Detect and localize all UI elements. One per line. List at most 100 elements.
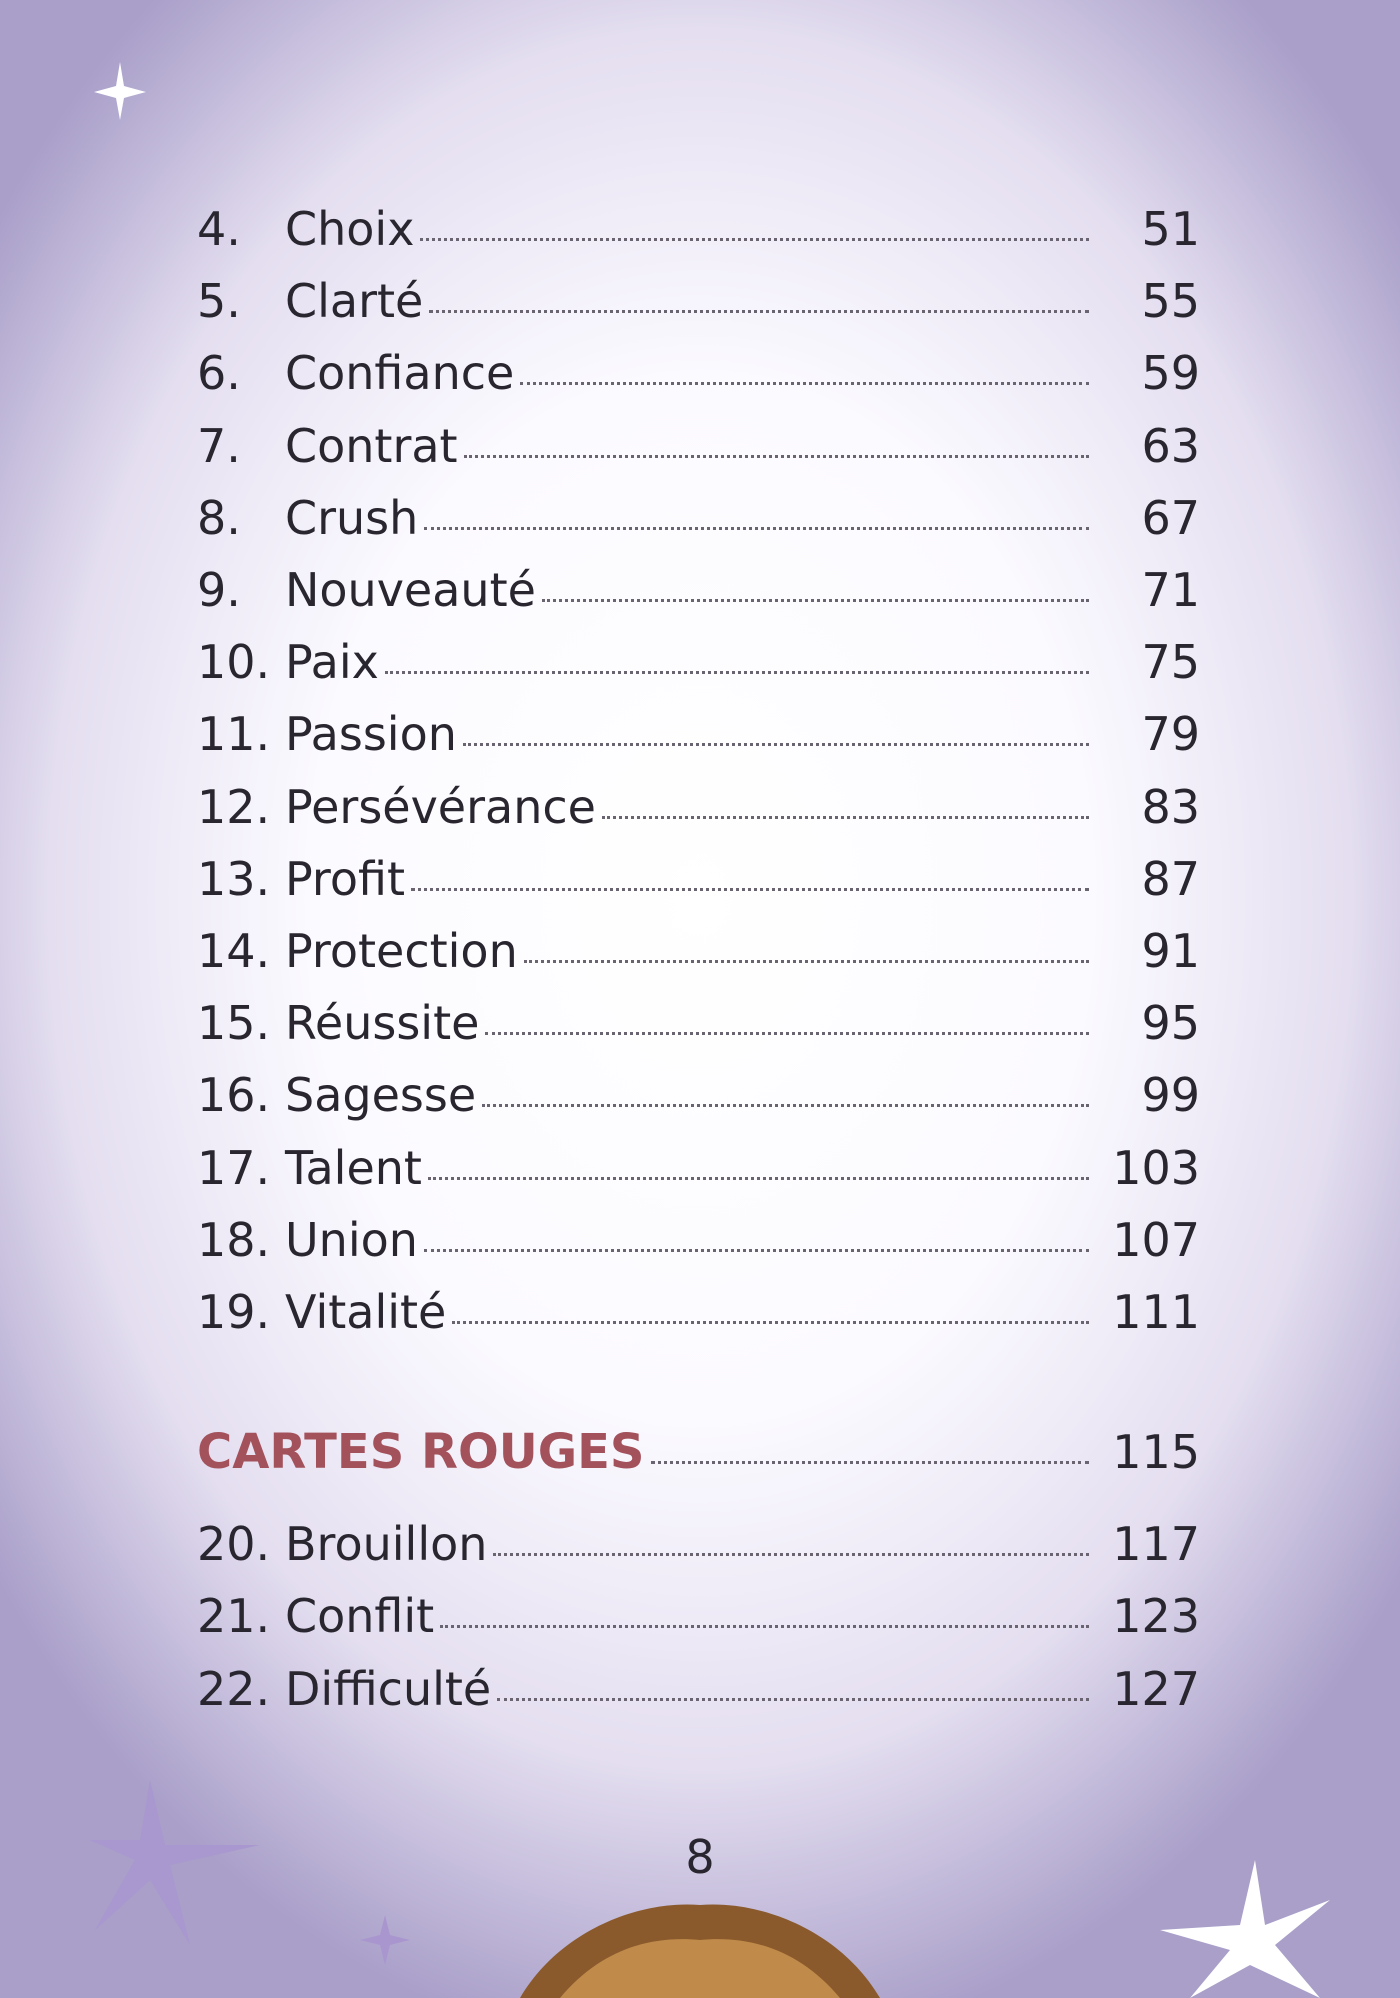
toc-row: 5. Clarté 55: [197, 271, 1200, 331]
toc-row: 20. Brouillon 117: [197, 1514, 1200, 1574]
entry-number: 16.: [197, 1068, 271, 1123]
entry-page: 99: [1141, 1068, 1200, 1123]
entry-number: 6.: [197, 346, 241, 401]
entry-number: 17.: [197, 1140, 271, 1195]
entry-title: Passion: [285, 707, 457, 762]
entry-page: 59: [1141, 346, 1200, 401]
entry-page: 55: [1141, 274, 1200, 329]
dot-leader: [424, 526, 1089, 530]
dot-leader: [462, 743, 1089, 747]
entry-number: 7.: [197, 418, 241, 473]
entry-number: 4.: [197, 202, 241, 256]
dot-leader: [420, 238, 1089, 241]
entry-number: 8.: [197, 490, 241, 545]
entry-page: 63: [1141, 418, 1200, 473]
entry-number: 11.: [197, 707, 271, 762]
entry-page: 91: [1141, 924, 1200, 978]
entry-title: Difficulté: [285, 1661, 492, 1716]
entry-page: 51: [1141, 202, 1200, 256]
entry-title: Contrat: [285, 418, 458, 473]
entry-title: Sagesse: [285, 1068, 477, 1123]
entry-page: 127: [1112, 1661, 1200, 1716]
entry-title: Union: [285, 1212, 418, 1267]
entry-title: Réussite: [285, 996, 480, 1051]
dot-leader: [601, 815, 1089, 819]
toc-row: 21. Conflit 123: [197, 1586, 1200, 1646]
entry-page: 107: [1112, 1212, 1200, 1267]
dot-leader: [440, 1625, 1089, 1629]
star-top-left: [94, 62, 146, 120]
toc-row: 10. Paix 75: [197, 632, 1200, 692]
toc-row: 18. Union 107: [197, 1210, 1200, 1270]
entry-title: Vitalité: [285, 1285, 447, 1339]
star-bottom-left: [90, 1780, 260, 1945]
ornament-inner: [560, 1939, 840, 1998]
entry-number: 10.: [197, 635, 271, 690]
entry-number: 20.: [197, 1517, 271, 1571]
entry-page: 79: [1141, 707, 1200, 762]
toc-row: 11. Passion 79: [197, 704, 1200, 764]
entry-number: 5.: [197, 274, 241, 329]
entry-title: Protection: [285, 924, 518, 978]
entry-page: 75: [1141, 635, 1200, 690]
entry-number: 19.: [197, 1285, 271, 1339]
dot-leader: [485, 1032, 1089, 1036]
dot-leader: [520, 382, 1089, 386]
entry-title: Crush: [285, 490, 419, 545]
entry-page: 111: [1112, 1285, 1200, 1339]
dot-leader: [452, 1321, 1089, 1324]
dot-leader: [429, 310, 1089, 314]
toc-row: 14. Protection 91: [197, 921, 1200, 981]
entry-title: Persévérance: [285, 779, 596, 834]
entry-number: 12.: [197, 779, 271, 834]
entry-title: Brouillon: [285, 1517, 488, 1571]
entry-title: Profit: [285, 851, 405, 906]
toc-row: CARTES ROUGES 115: [197, 1422, 1200, 1482]
page-number: 8: [685, 1830, 715, 1884]
section-title: CARTES ROUGES: [197, 1424, 645, 1480]
toc-row: 9. Nouveauté 71: [197, 560, 1200, 620]
entry-number: 13.: [197, 851, 271, 906]
entry-number: 21.: [197, 1589, 271, 1644]
dot-leader: [541, 599, 1089, 602]
dot-leader: [411, 887, 1089, 891]
entry-page: 87: [1141, 851, 1200, 906]
dot-leader: [497, 1697, 1089, 1701]
toc-row: 19. Vitalité 111: [197, 1282, 1200, 1342]
entry-page: 95: [1141, 996, 1200, 1051]
toc-row: 12. Persévérance 83: [197, 777, 1200, 837]
dot-leader: [427, 1176, 1089, 1180]
entry-title: Choix: [285, 202, 415, 256]
toc-row: 13. Profit 87: [197, 849, 1200, 909]
entry-title: Clarté: [285, 274, 424, 329]
toc-row: 6. Confiance 59: [197, 343, 1200, 403]
entry-page: 67: [1141, 490, 1200, 545]
entry-title: Nouveauté: [285, 563, 536, 617]
toc-row: 7. Contrat 63: [197, 416, 1200, 476]
entry-page: 123: [1112, 1589, 1200, 1644]
toc-row: 22. Difficulté 127: [197, 1659, 1200, 1719]
dot-leader: [493, 1553, 1089, 1556]
entry-title: Paix: [285, 635, 379, 690]
dot-leader: [650, 1461, 1089, 1464]
entry-page: 83: [1141, 779, 1200, 834]
entry-number: 18.: [197, 1212, 271, 1267]
toc-row: 15. Réussite 95: [197, 993, 1200, 1053]
star-bottom-right: [1160, 1860, 1330, 1998]
entry-title: Confiance: [285, 346, 515, 401]
star-small: [360, 1915, 410, 1965]
dot-leader: [384, 671, 1089, 675]
entry-page: 103: [1112, 1140, 1200, 1195]
dot-leader: [423, 1248, 1089, 1252]
entry-page: 117: [1112, 1517, 1200, 1571]
entry-number: 14.: [197, 924, 271, 978]
toc-row: 4. Choix 51: [197, 199, 1200, 259]
entry-title: Talent: [285, 1140, 422, 1195]
entry-number: 9.: [197, 563, 241, 617]
entry-number: 22.: [197, 1661, 271, 1716]
dot-leader: [523, 960, 1089, 963]
entry-page: 115: [1112, 1425, 1200, 1479]
entry-page: 71: [1141, 563, 1200, 617]
